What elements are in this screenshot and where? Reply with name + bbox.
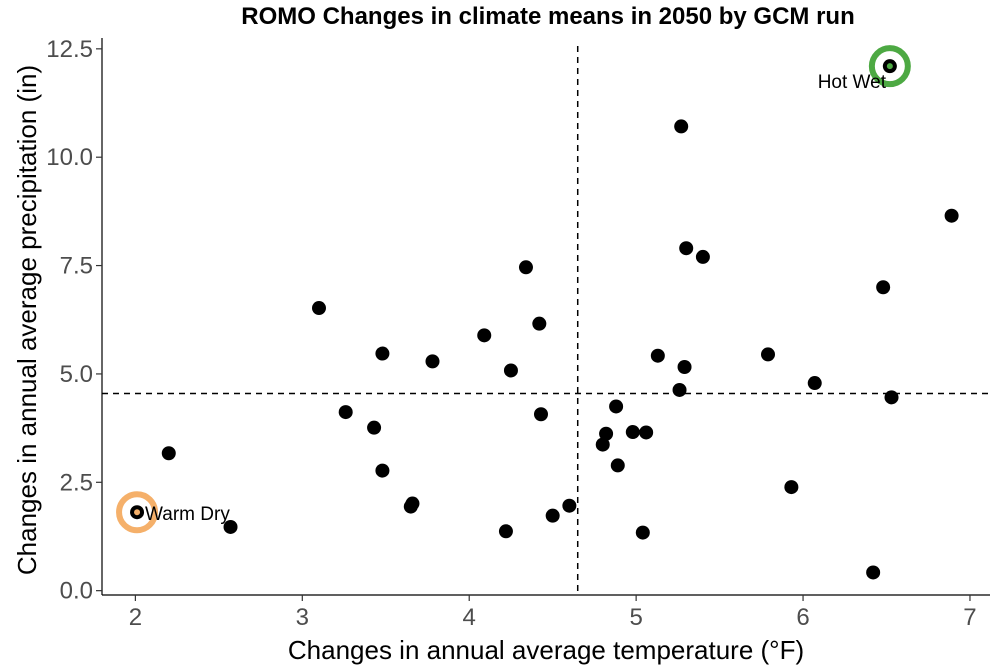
data-point [677, 359, 692, 374]
x-tick-label: 7 [963, 604, 976, 631]
highlight-center [134, 509, 141, 516]
data-point [518, 260, 533, 275]
data-point [477, 328, 492, 343]
data-point [609, 399, 624, 414]
data-point [807, 376, 822, 391]
y-tick-label: 10.0 [46, 144, 93, 171]
data-point [784, 480, 799, 495]
y-tick-label: 0.0 [60, 578, 93, 605]
data-point [866, 565, 881, 580]
data-point [672, 382, 687, 397]
x-tick-label: 5 [629, 604, 642, 631]
data-point [674, 119, 689, 134]
data-point [625, 425, 640, 440]
y-tick-label: 7.5 [60, 253, 93, 280]
data-point [367, 420, 382, 435]
data-point [503, 363, 518, 378]
data-point [761, 347, 775, 362]
data-point [599, 426, 614, 441]
highlight-label: Warm Dry [145, 504, 230, 525]
x-tick-label: 3 [296, 604, 309, 631]
data-point [223, 519, 238, 534]
data-point [884, 390, 899, 405]
data-point [595, 437, 610, 452]
y-tick-label: 2.5 [60, 469, 93, 496]
chart-title: ROMO Changes in climate means in 2050 by… [241, 3, 855, 30]
data-point [679, 241, 694, 256]
highlight-center [886, 63, 893, 70]
y-tick-label: 12.5 [46, 36, 93, 63]
data-point [405, 496, 420, 511]
y-axis-title: Changes in annual average precipitation … [12, 65, 42, 575]
plot-area: 2 3 4 5 6 7 0.0 2.5 5.0 7.5 10.0 12.5 Warm Dry Hot We… [46, 36, 990, 631]
data-point [635, 525, 650, 540]
data-point [161, 446, 176, 461]
data-point [533, 407, 548, 422]
data-point [338, 405, 353, 420]
data-point [545, 508, 560, 523]
x-axis-title: Changes in annual average temperature (°… [288, 635, 804, 665]
data-point [532, 316, 547, 331]
data-point [650, 348, 665, 363]
data-point [375, 463, 390, 478]
data-point [695, 249, 710, 264]
data-point [425, 354, 440, 369]
highlight-ring [116, 491, 159, 534]
data-point [562, 498, 577, 513]
data-point [498, 524, 513, 539]
y-tick-label: 5.0 [60, 361, 93, 388]
data-point [610, 458, 625, 473]
data-point [876, 280, 891, 295]
data-point [375, 346, 390, 361]
x-tick-label: 4 [463, 604, 476, 631]
highlight-label: Hot Wet [818, 72, 887, 93]
x-tick-label: 2 [129, 604, 142, 631]
highlight-ring [868, 45, 911, 88]
data-point [639, 425, 654, 440]
x-tick-label: 6 [796, 604, 809, 631]
data-point [944, 208, 959, 223]
data-point [311, 301, 326, 316]
